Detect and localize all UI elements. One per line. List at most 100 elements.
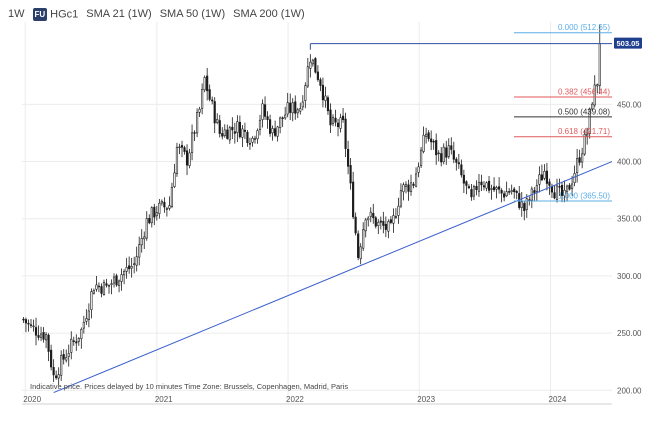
candle-body	[412, 183, 415, 186]
candle-body	[261, 103, 264, 120]
candle-body	[394, 216, 397, 218]
candle-body	[465, 181, 468, 186]
candle-body	[37, 335, 40, 338]
candle-body	[140, 238, 143, 246]
candle-body	[263, 104, 267, 117]
candle-body	[533, 190, 536, 193]
candle-body	[490, 188, 493, 190]
candle-body	[185, 150, 189, 166]
candle-body	[558, 186, 561, 188]
candle-body	[336, 122, 340, 128]
candle-body	[160, 201, 163, 204]
candle-body	[349, 165, 352, 184]
x-tick-label: 2023	[417, 395, 435, 404]
candle-body	[170, 187, 174, 207]
candle-body	[593, 84, 596, 106]
candle-body	[123, 271, 126, 276]
candle-body	[578, 157, 581, 163]
symbol-group[interactable]: FU HGc1	[32, 7, 78, 21]
candle-body	[505, 191, 508, 197]
drawing-lines[interactable]	[53, 43, 613, 394]
candle-body	[354, 216, 357, 234]
candle-body	[218, 120, 221, 134]
candle-body	[598, 43, 601, 86]
candle-body	[228, 127, 231, 141]
candlesticks	[22, 24, 601, 386]
candle-body	[95, 284, 98, 290]
x-tick-label: 2021	[155, 395, 173, 404]
candle-body	[42, 332, 45, 340]
candle-body	[90, 291, 93, 311]
candle-body	[143, 236, 146, 240]
candle-body	[326, 97, 330, 112]
candle-body	[455, 158, 458, 163]
candle-body	[253, 137, 257, 140]
fibonacci-levels[interactable]: 0.000 (512.65) 0.382 (456.44) 0.500 (439.0…	[514, 23, 612, 202]
candle-body	[138, 244, 141, 258]
candle-body	[414, 173, 418, 187]
candle-body	[133, 263, 136, 265]
candle-body	[565, 185, 569, 193]
candle-body	[362, 229, 365, 249]
candle-body	[226, 129, 229, 139]
candle-body	[100, 286, 103, 294]
candle-body	[281, 117, 284, 119]
candle-body	[128, 265, 131, 270]
candle-body	[62, 354, 65, 360]
candle-body	[550, 186, 554, 193]
candle-body	[525, 198, 528, 210]
candle-body	[22, 318, 25, 321]
y-tick-label: 450.00	[617, 100, 642, 109]
candle-body	[243, 129, 246, 132]
candle-body	[55, 375, 58, 379]
fib-level-label: 0.500 (439.08)	[558, 107, 610, 116]
candle-body	[165, 208, 168, 210]
candle-body	[180, 145, 184, 148]
candle-body	[130, 266, 133, 269]
candle-body	[301, 101, 304, 108]
interval-label[interactable]: 1W	[8, 8, 25, 20]
candle-body	[379, 220, 382, 223]
candle-body	[274, 128, 277, 136]
indicator-sma-50[interactable]: SMA 50 (1W)	[159, 8, 226, 20]
candle-body	[135, 256, 138, 266]
candle-body	[72, 340, 75, 342]
candle-body	[52, 367, 55, 376]
candle-body	[24, 319, 28, 324]
candle-body	[427, 132, 430, 139]
candle-body	[520, 201, 523, 208]
candle-body	[238, 121, 241, 138]
candle-body	[402, 184, 405, 193]
candle-body	[513, 188, 516, 193]
candle-body	[377, 221, 380, 226]
candle-body	[460, 164, 463, 176]
candle-body	[34, 327, 38, 336]
candle-body	[329, 109, 332, 126]
indicator-sma-200[interactable]: SMA 200 (1W)	[233, 8, 305, 20]
candle-body	[535, 185, 538, 192]
candle-body	[440, 153, 443, 163]
candle-body	[316, 71, 319, 80]
candle-body	[508, 191, 511, 193]
candle-body	[45, 334, 48, 341]
candle-body	[392, 215, 395, 224]
candle-body	[548, 181, 551, 186]
candle-body	[193, 132, 196, 134]
candle-body	[420, 149, 423, 166]
indicator-sma-21[interactable]: SMA 21 (1W)	[86, 8, 152, 20]
candle-body	[503, 193, 506, 198]
candle-body	[432, 140, 435, 143]
y-axis[interactable]: 450.00 400.00 350.00 300.00 250.00 200.00	[617, 100, 642, 395]
candle-body	[324, 95, 327, 101]
candle-body	[495, 187, 498, 190]
candle-body	[382, 221, 385, 226]
x-axis[interactable]: 2020 2021 2022 2023 2024	[23, 395, 567, 404]
candle-body	[528, 199, 531, 201]
candle-body	[248, 143, 252, 145]
candle-body	[87, 310, 90, 320]
candle-body	[213, 101, 216, 124]
candle-body	[47, 334, 50, 352]
y-tick-label: 300.00	[617, 272, 642, 281]
candle-body	[102, 281, 106, 295]
